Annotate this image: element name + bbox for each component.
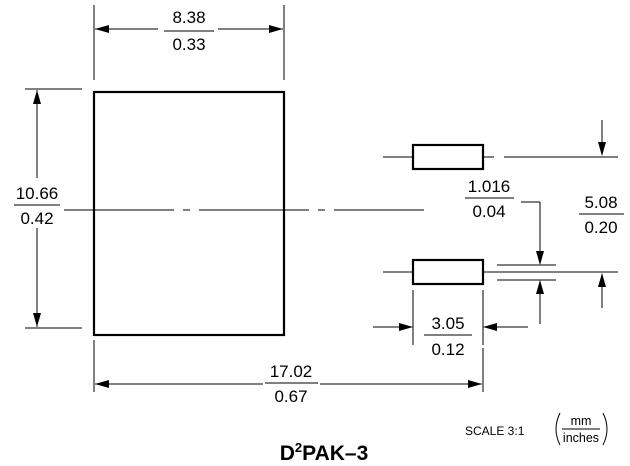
pin-pitch-inches: 0.20 — [584, 218, 617, 237]
scale-label: SCALE 3:1 — [465, 424, 525, 438]
units-inches: inches — [563, 431, 599, 445]
pin-length-mm: 3.05 — [431, 314, 464, 333]
package-title: D2PAK–3 — [280, 440, 369, 465]
pad-width-dimension-line — [95, 25, 283, 33]
pad-height-inches: 0.42 — [20, 209, 53, 228]
overall-length-inches: 0.67 — [274, 387, 307, 406]
units-legend: mm inches — [555, 412, 608, 446]
pad-width-inches: 0.33 — [172, 35, 205, 54]
pad-height-mm: 10.66 — [16, 184, 59, 203]
pin-gap-mm: 1.016 — [468, 177, 511, 196]
main-pad — [92, 90, 286, 337]
overall-length-lines — [93, 340, 484, 392]
lower-pin-pad — [411, 258, 485, 286]
pin-pitch-mm: 5.08 — [584, 193, 617, 212]
pad-width-mm: 8.38 — [172, 8, 205, 27]
pin-gap-lines — [497, 201, 556, 324]
pin-pitch-arrows — [598, 120, 606, 308]
pin-length-lines — [373, 290, 528, 345]
pad-height-dimension-line — [33, 90, 41, 327]
pin-gap-inches: 0.04 — [472, 202, 505, 221]
pin-length-inches: 0.12 — [431, 340, 464, 359]
overall-length-mm: 17.02 — [270, 362, 313, 381]
upper-pin-pad — [411, 143, 485, 171]
units-mm: mm — [571, 414, 592, 428]
